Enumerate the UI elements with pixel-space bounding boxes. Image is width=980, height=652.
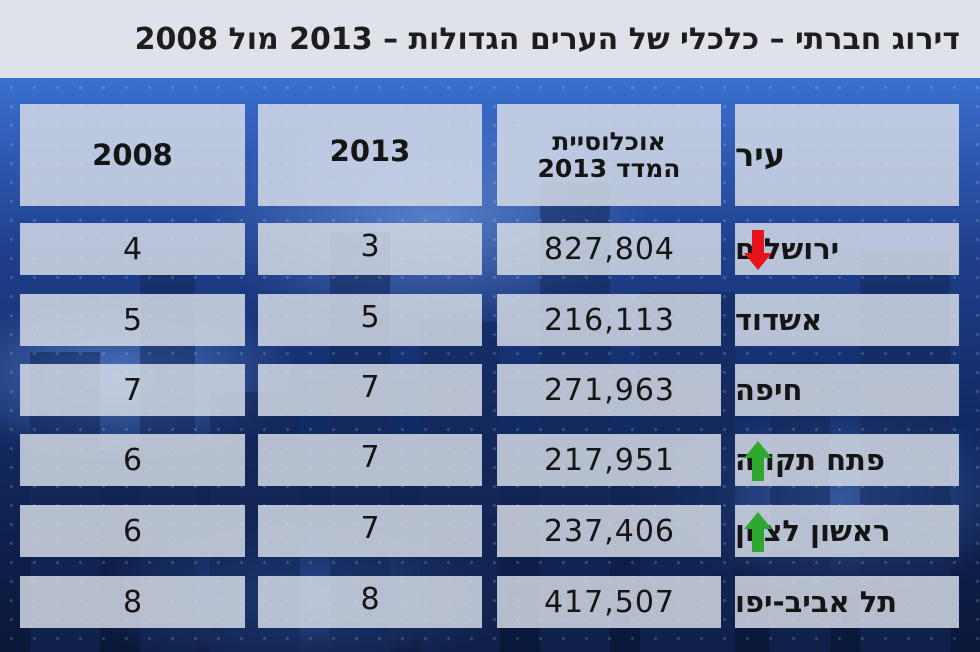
header-population-line1: אוכלוסיית xyxy=(552,127,666,156)
table-row-city: פתח תקווה xyxy=(735,434,959,486)
table-row-city: חיפה xyxy=(735,364,959,416)
table-row-rank-2008: 6 xyxy=(20,505,245,557)
rank-2013-value: 7 xyxy=(360,369,380,405)
city-name: חיפה xyxy=(735,373,803,407)
city-name: אשדוד xyxy=(735,303,823,337)
trend-up-arrow-icon xyxy=(744,441,772,481)
table-row-city: תל אביב-יפו xyxy=(735,576,959,628)
rank-2013-value: 8 xyxy=(360,581,380,617)
population-value: 271,963 xyxy=(543,372,675,408)
rank-2013-value: 5 xyxy=(360,299,380,335)
rank-2008-value: 5 xyxy=(122,302,143,338)
header-2008-label: 2008 xyxy=(92,138,173,172)
trend-down-arrow-icon xyxy=(744,230,772,270)
table-row-rank-2008: 7 xyxy=(20,364,245,416)
rank-2008-value: 8 xyxy=(122,584,143,620)
table-row-population: 827,804 xyxy=(497,223,721,275)
table-row-population: 417,507 xyxy=(497,576,721,628)
table-row-rank-2008: 6 xyxy=(20,434,245,486)
table-row-city: ראשון לציון xyxy=(735,505,959,557)
rank-2013-value: 3 xyxy=(360,228,380,264)
rank-2008-value: 4 xyxy=(122,231,143,267)
header-2013-label: 2013 xyxy=(329,134,411,168)
population-value: 217,951 xyxy=(543,442,675,478)
table-row-population: 217,951 xyxy=(497,434,721,486)
population-value: 417,507 xyxy=(543,584,675,620)
page-title: דירוג חברתי – כלכלי של הערים הגדולות – 2… xyxy=(134,21,960,57)
rank-2008-value: 7 xyxy=(122,372,143,408)
table-row-city: אשדוד xyxy=(735,294,959,346)
population-value: 827,804 xyxy=(543,231,675,267)
city-name: תל אביב-יפו xyxy=(735,585,898,619)
table-row-population: 271,963 xyxy=(497,364,721,416)
table-row-city: ירושלים xyxy=(735,223,959,275)
table-row-rank-2013: 8 xyxy=(258,576,482,628)
rank-2013-value: 7 xyxy=(360,510,380,546)
header-2013: 2013 xyxy=(258,104,482,206)
header-2008: 2008 xyxy=(20,104,245,206)
header-city-label: עיר xyxy=(735,136,785,174)
rank-2008-value: 6 xyxy=(122,513,143,549)
rank-2013-value: 7 xyxy=(360,439,380,475)
rank-2008-value: 6 xyxy=(122,442,143,478)
title-bar: דירוג חברתי – כלכלי של הערים הגדולות – 2… xyxy=(0,0,980,78)
table-row-population: 216,113 xyxy=(497,294,721,346)
table-row-rank-2013: 7 xyxy=(258,434,482,486)
trend-up-arrow-icon xyxy=(744,512,772,552)
table-row-rank-2013: 3 xyxy=(258,223,482,275)
table-row-rank-2013: 7 xyxy=(258,364,482,416)
population-value: 237,406 xyxy=(543,513,675,549)
table-row-rank-2013: 7 xyxy=(258,505,482,557)
table-row-rank-2008: 4 xyxy=(20,223,245,275)
table-row-rank-2008: 8 xyxy=(20,576,245,628)
header-population-line2: המדד 2013 xyxy=(537,154,681,183)
population-value: 216,113 xyxy=(543,302,675,338)
table-row-rank-2008: 5 xyxy=(20,294,245,346)
header-population: אוכלוסיית המדד 2013 xyxy=(497,104,721,206)
header-city: עיר xyxy=(735,104,959,206)
table-row-rank-2013: 5 xyxy=(258,294,482,346)
table-row-population: 237,406 xyxy=(497,505,721,557)
